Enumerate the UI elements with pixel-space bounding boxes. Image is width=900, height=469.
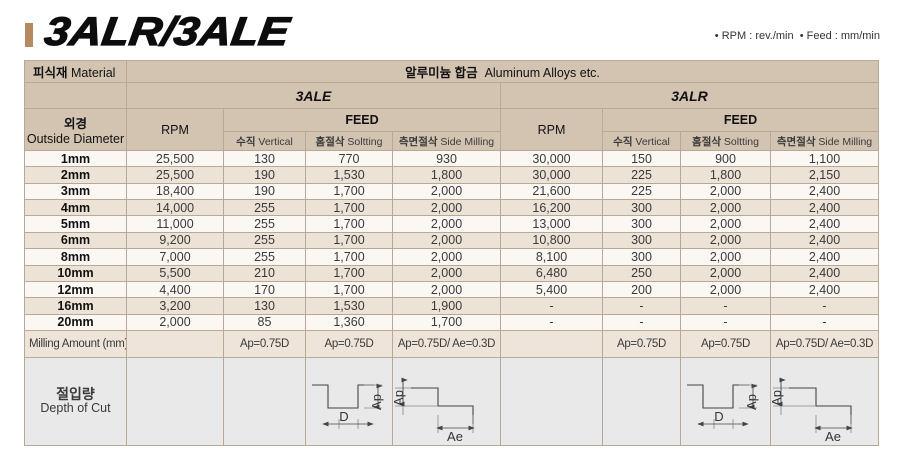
svg-text:Ap: Ap (369, 394, 384, 410)
svg-text:Ap: Ap (771, 390, 784, 406)
svg-text:Ae: Ae (447, 429, 463, 444)
svg-text:D: D (339, 409, 348, 424)
svg-text:Ap: Ap (744, 394, 759, 410)
svg-text:D: D (714, 409, 723, 424)
svg-text:Ap: Ap (393, 390, 406, 406)
svg-text:Ae: Ae (825, 429, 841, 444)
